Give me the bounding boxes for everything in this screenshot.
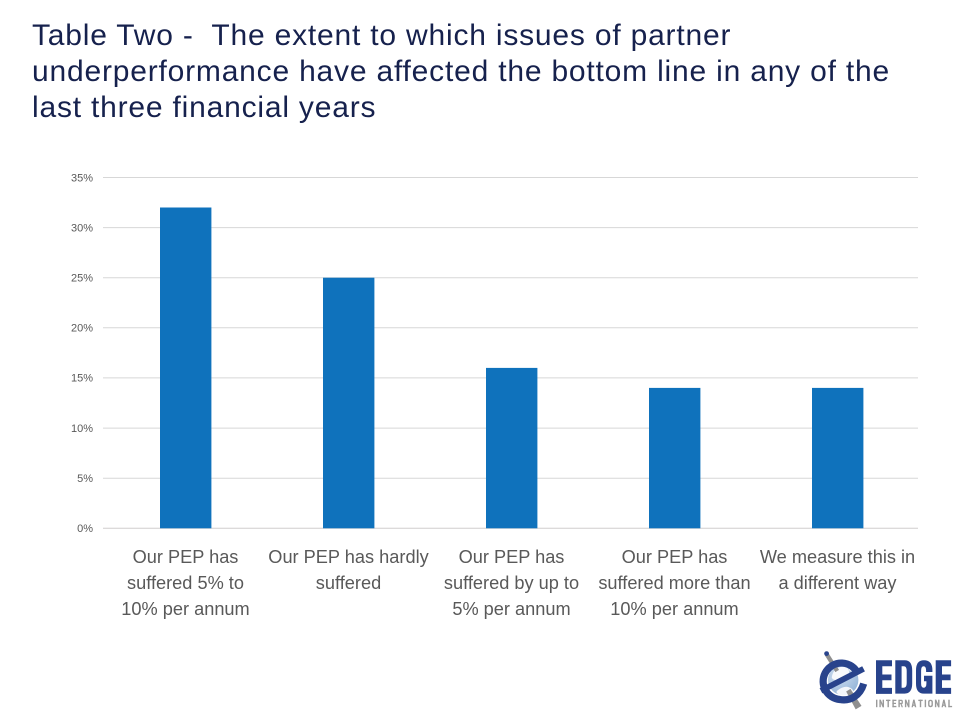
svg-text:5%: 5% [77, 473, 93, 485]
svg-text:0%: 0% [77, 523, 93, 535]
svg-text:30%: 30% [71, 222, 93, 234]
svg-text:25%: 25% [71, 273, 93, 285]
svg-text:20%: 20% [71, 323, 93, 335]
svg-text:10%: 10% [71, 423, 93, 435]
svg-text:15%: 15% [71, 373, 93, 385]
svg-text:35%: 35% [71, 172, 93, 184]
